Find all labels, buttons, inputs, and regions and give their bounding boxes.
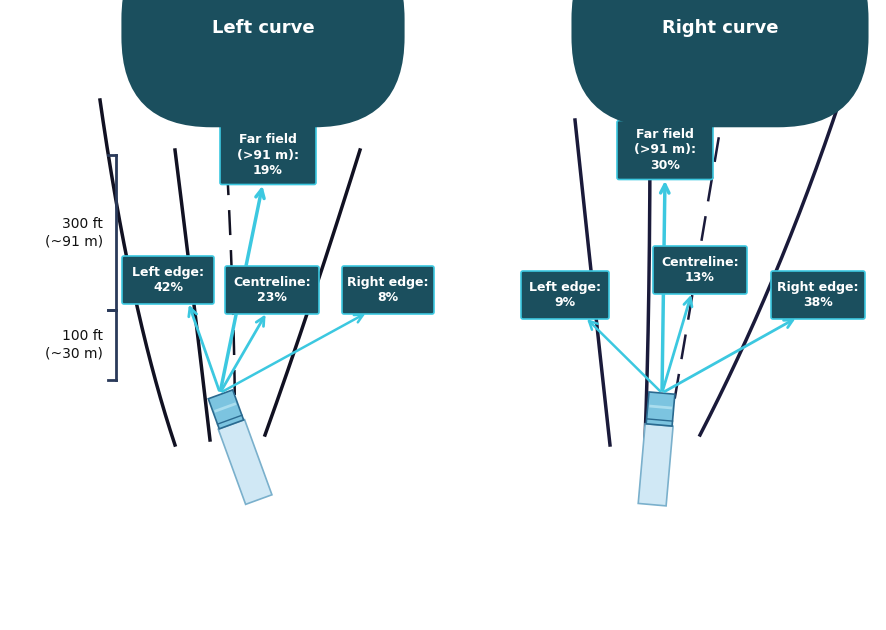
FancyBboxPatch shape [220,125,316,185]
FancyBboxPatch shape [771,271,865,319]
Text: Far field
(>91 m):
19%: Far field (>91 m): 19% [237,133,299,177]
Text: 300 ft
(~91 m): 300 ft (~91 m) [45,217,103,248]
FancyBboxPatch shape [342,266,434,314]
Text: Centreline:
13%: Centreline: 13% [661,256,739,284]
FancyBboxPatch shape [617,120,713,180]
Text: Right edge:
8%: Right edge: 8% [347,276,429,304]
FancyBboxPatch shape [653,246,747,294]
Text: Right edge:
38%: Right edge: 38% [777,281,859,309]
Polygon shape [218,420,272,505]
Text: Left curve: Left curve [212,19,315,37]
Text: Left edge:
9%: Left edge: 9% [529,281,601,309]
FancyBboxPatch shape [225,266,319,314]
Text: Far field
(>91 m):
30%: Far field (>91 m): 30% [634,128,696,172]
Text: Right curve: Right curve [662,19,778,37]
Text: Left edge:
42%: Left edge: 42% [132,266,204,294]
FancyBboxPatch shape [521,271,609,319]
Text: Centreline:
23%: Centreline: 23% [233,276,311,304]
Polygon shape [646,392,675,426]
Text: 100 ft
(~30 m): 100 ft (~30 m) [45,329,103,360]
Polygon shape [208,390,244,429]
FancyBboxPatch shape [122,256,214,304]
Polygon shape [638,424,673,506]
